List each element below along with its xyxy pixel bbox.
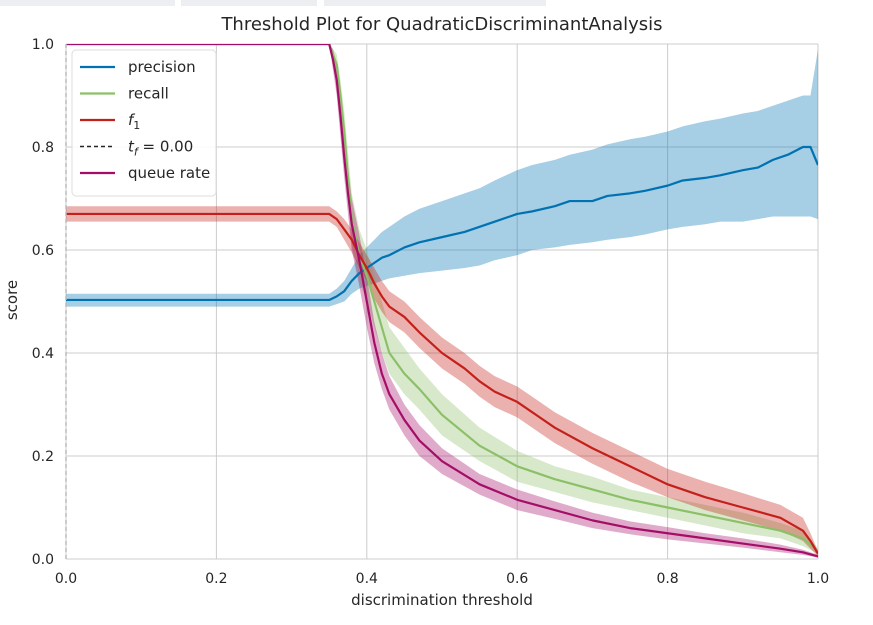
x-tick-label-1: 0.2 (205, 571, 227, 587)
y-tick-label-4: 0.8 (32, 140, 54, 156)
top-strip-2 (181, 0, 317, 6)
axis-ticks: 0.0 0.2 0.4 0.6 0.8 1.0 0.0 0.2 0.4 0.6 0.8 1.0 (32, 37, 829, 587)
legend-label-0: precision (128, 58, 196, 76)
x-tick-label-2: 0.4 (356, 571, 378, 587)
y-tick-label-3: 0.6 (32, 243, 54, 259)
legend-label-1: recall (128, 85, 169, 103)
x-axis-label: discrimination threshold (351, 591, 533, 609)
legend: precision recall f1 tf = 0.00 queue rate (71, 49, 217, 197)
x-tick-label-0: 0.0 (55, 571, 77, 587)
top-strip-3 (324, 0, 546, 6)
line-queue-rate (66, 44, 818, 558)
legend-label-2: f1 (128, 111, 140, 132)
line-precision (66, 145, 818, 302)
y-tick-label-5: 1.0 (32, 37, 54, 53)
legend-label-4: queue rate (128, 164, 210, 182)
x-tick-label-5: 1.0 (807, 571, 829, 587)
y-tick-label-2: 0.4 (32, 346, 54, 362)
band-precision (66, 49, 818, 307)
x-tick-label-4: 0.8 (656, 571, 678, 587)
legend-box (71, 49, 217, 197)
y-tick-label-1: 0.2 (32, 449, 54, 465)
line-recall (66, 44, 818, 553)
series-lines (66, 44, 818, 558)
legend-label-3: tf = 0.00 (128, 138, 193, 159)
x-tick-label-3: 0.6 (506, 571, 528, 587)
band-queue-rate (66, 44, 818, 558)
y-tick-label-0: 0.0 (32, 552, 54, 568)
band-f- (66, 206, 818, 557)
chart-title: Threshold Plot for QuadraticDiscriminant… (221, 14, 663, 35)
line-f- (66, 212, 818, 555)
confidence-bands (66, 44, 818, 558)
top-strip-1 (0, 0, 175, 6)
